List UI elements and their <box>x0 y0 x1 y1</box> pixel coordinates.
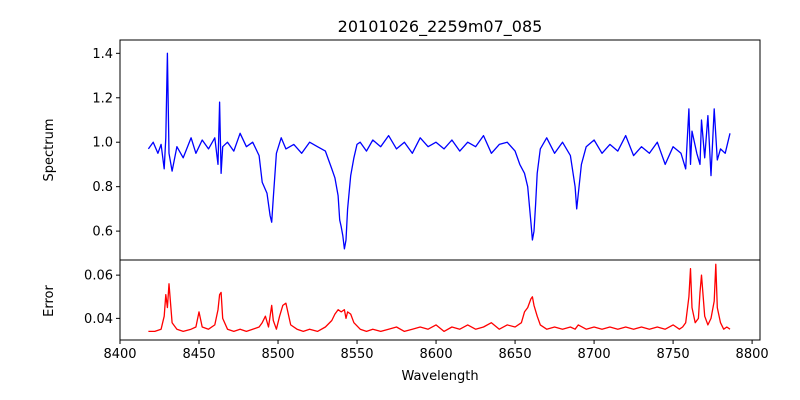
error-plot: 0.04 0.06 8400 8450 8500 8550 8600 8650 8700 8750… <box>84 259 769 362</box>
spectrum-y-tick-label: 1.0 <box>92 136 113 151</box>
error-series-line-0 <box>148 263 731 333</box>
x-axis-label: Wavelength <box>401 369 478 384</box>
spectrum-y-tick-label: 0.6 <box>92 225 113 240</box>
error-y-tick-label: 0.06 <box>84 269 113 284</box>
spectrum-y-tick-label: 1.4 <box>92 47 113 62</box>
spectrum-y-tick-label: 0.8 <box>92 180 113 195</box>
x-tick-label: 8750 <box>657 347 690 362</box>
x-tick-label: 8550 <box>340 347 373 362</box>
x-tick-label: 8450 <box>182 347 215 362</box>
x-tick-label: 8700 <box>578 347 611 362</box>
spectrum-y-tick-label: 1.2 <box>92 91 113 106</box>
error-axes-frame <box>119 259 761 341</box>
error-y-tick-label: 0.04 <box>84 312 113 327</box>
spectrum-series-line-0 <box>147 52 731 250</box>
spectrum-y-axis-label: Spectrum <box>42 119 57 182</box>
x-tick-label: 8500 <box>261 347 294 362</box>
x-tick-label: 8400 <box>103 347 136 362</box>
error-y-axis-label: Error <box>42 285 57 317</box>
chart-title: 20101026_2259m07_085 <box>338 17 543 37</box>
x-tick-label: 8800 <box>736 347 769 362</box>
x-tick-label: 8600 <box>420 347 453 362</box>
x-tick-label: 8650 <box>499 347 532 362</box>
